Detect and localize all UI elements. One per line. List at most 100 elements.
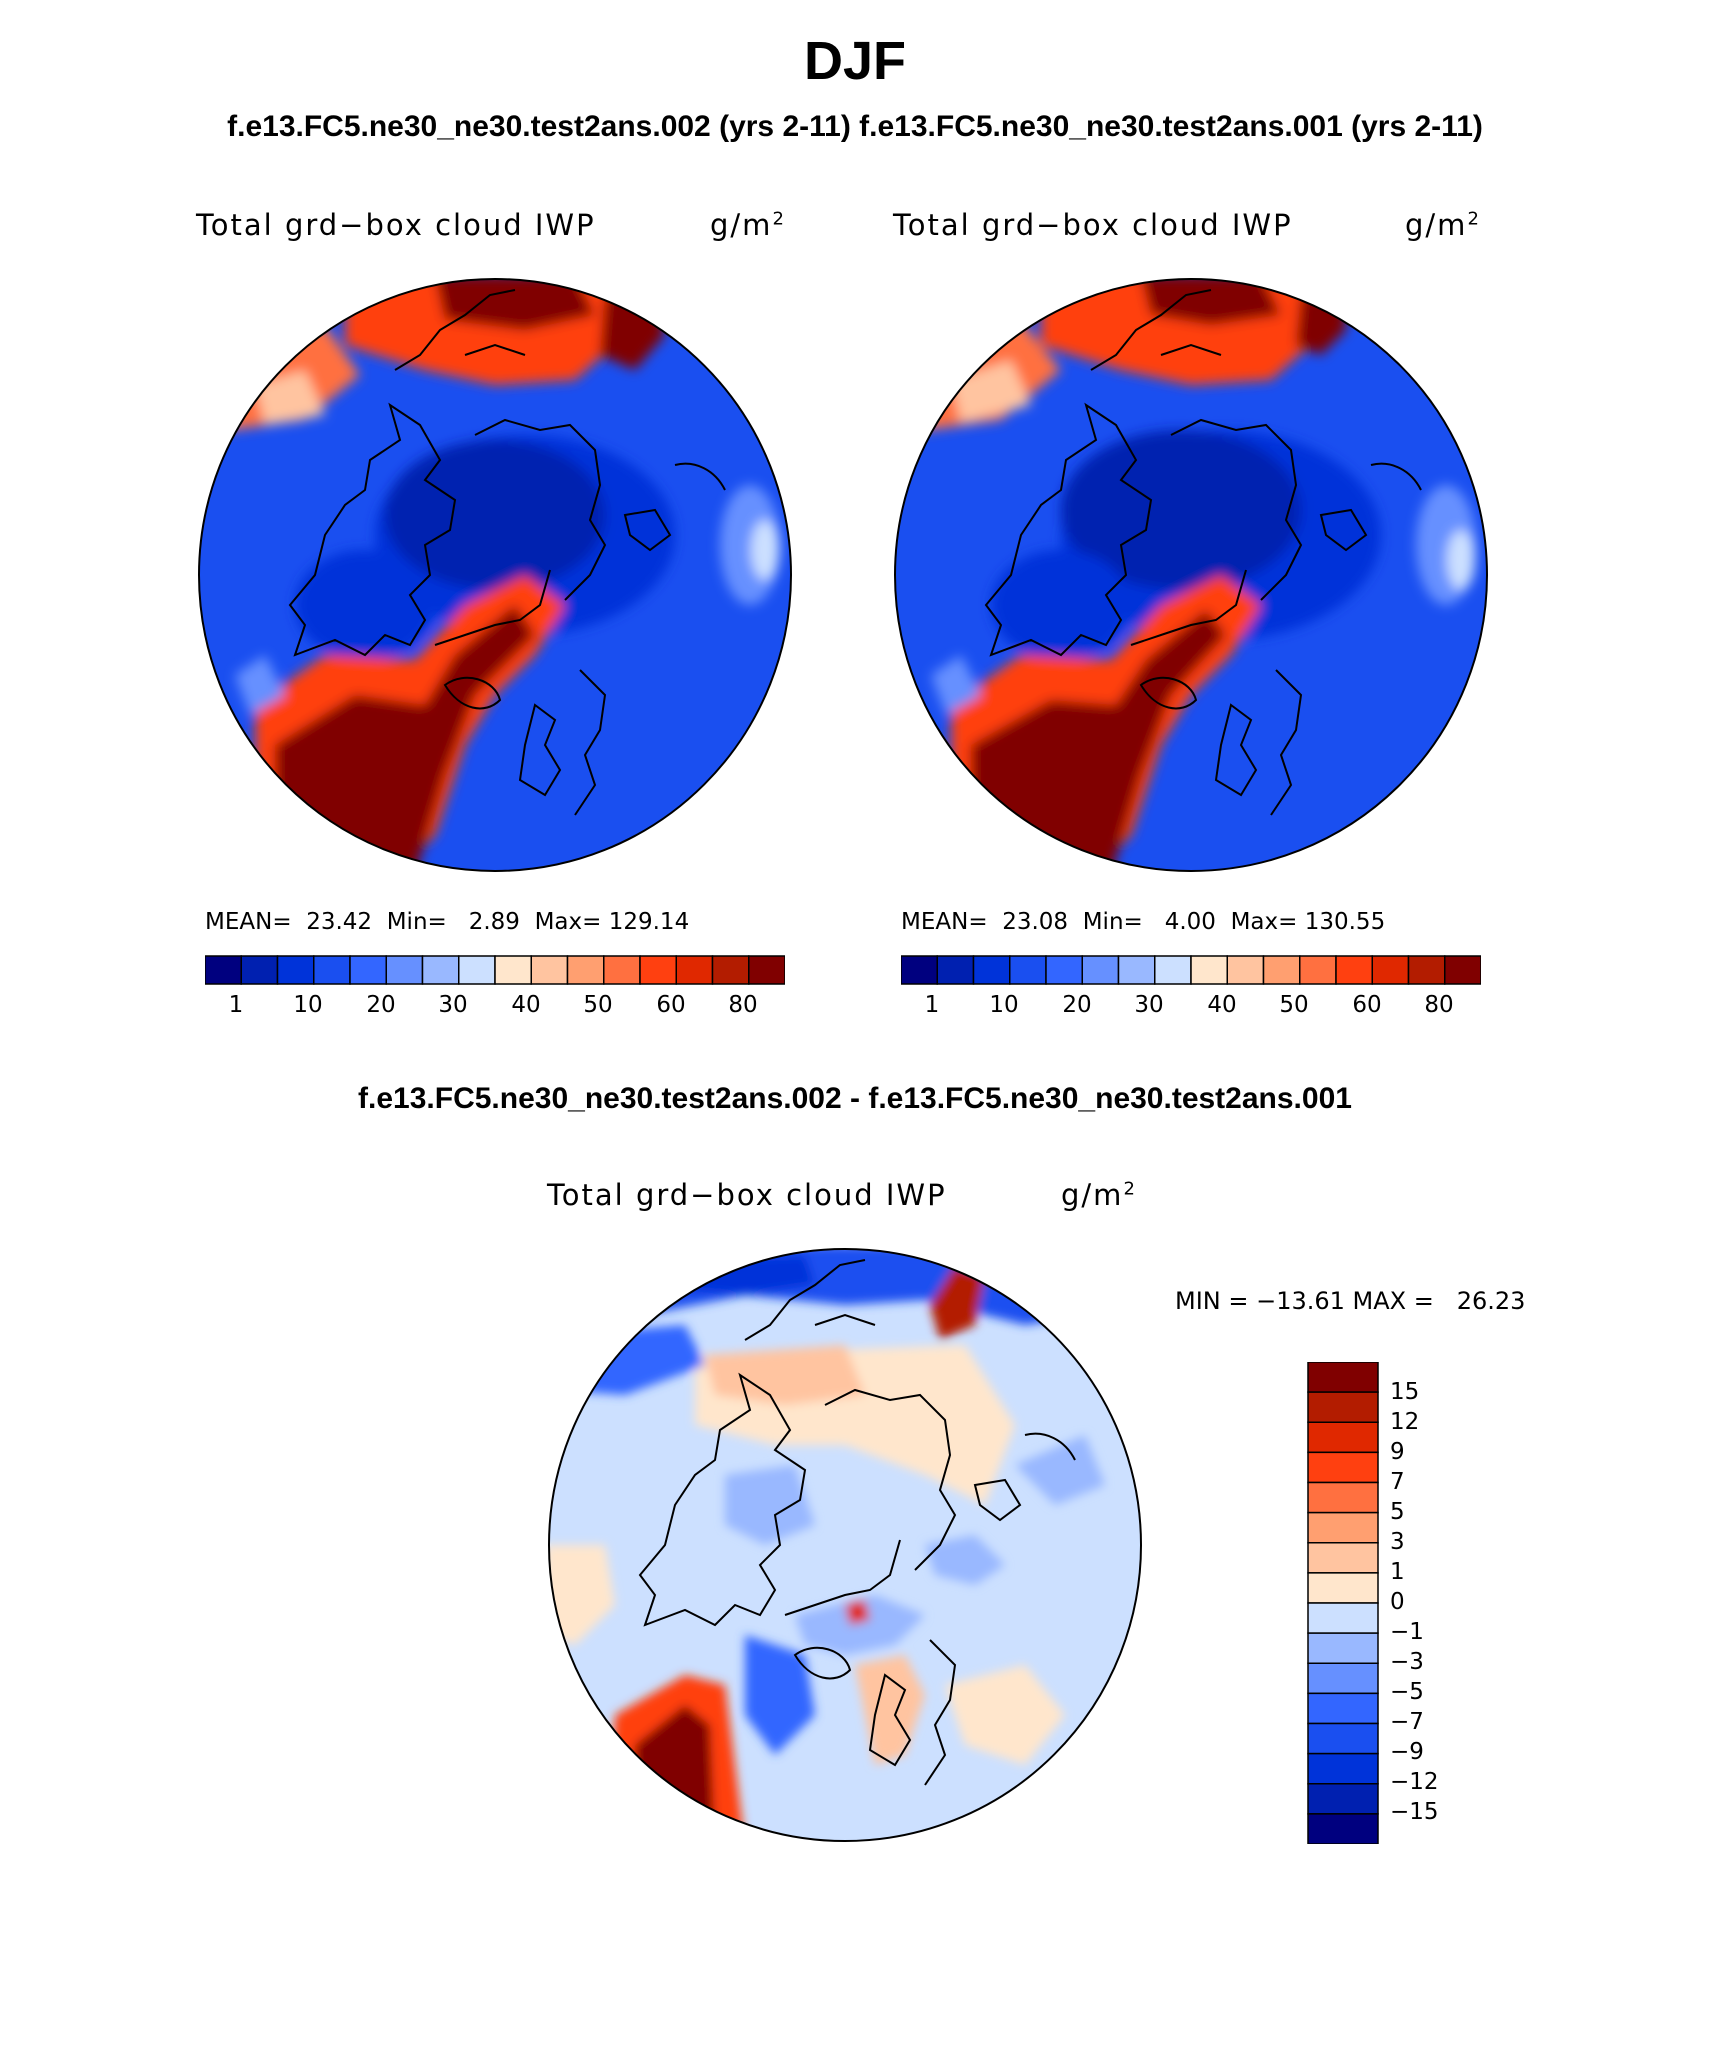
panel3-map-border [548, 1248, 1142, 1842]
panel2-colorbar-ticks: 1 10 20 30 40 50 60 80 [901, 992, 1481, 1022]
panel3-tick: −3 [1390, 1649, 1424, 1675]
panel2-colorbar-box [1226, 955, 1265, 985]
panel1-colorbar-box [494, 955, 532, 985]
panel1-atlantic-max [275, 605, 535, 871]
panel3-tick: 12 [1390, 1409, 1420, 1435]
panel3-colorbar-box [1307, 1632, 1379, 1665]
panel2-colorbar-box [1262, 955, 1301, 985]
panel3-japan-max [930, 1265, 985, 1340]
panel2-tick: 1 [924, 992, 940, 1018]
panel3-positive-asia [945, 1665, 1065, 1765]
panel3-colorbar-box [1307, 1391, 1379, 1424]
panel3-tick: −9 [1390, 1739, 1424, 1765]
panel3-colorbar-box [1307, 1542, 1379, 1574]
panel1-colorbar-box [530, 955, 569, 985]
panel1-colorbar-box [385, 955, 424, 985]
panel2-tick: 80 [1424, 992, 1454, 1018]
panel2-colorbar-box [1299, 955, 1337, 985]
panel3-tick: 0 [1390, 1589, 1405, 1615]
panel3-tick: 5 [1390, 1499, 1405, 1525]
panel2-colorbar-box [901, 955, 938, 985]
panel3-colorbar-box [1307, 1451, 1379, 1484]
panel2-colorbar-box [1009, 955, 1047, 985]
panel2-tick: 50 [1279, 992, 1309, 1018]
panel3-colorbar-box [1307, 1783, 1379, 1815]
panel1-atlantic-edge [235, 655, 285, 715]
panel2-canada-low [991, 550, 1131, 660]
panel1-colorbar-ticks: 1 10 20 30 40 50 60 80 [205, 992, 785, 1022]
panel3-colorbar-box [1307, 1722, 1379, 1755]
panel1-colorbar-box [205, 955, 242, 985]
panel1-map [198, 278, 792, 872]
panel2-colorbar-box [1190, 955, 1228, 985]
panel1-tick: 80 [728, 992, 758, 1018]
panel1-colorbar-box [748, 955, 785, 985]
panel2-tick: 40 [1207, 992, 1237, 1018]
panel2-colorbar-box [1407, 955, 1446, 985]
panel1-colorbar-box [313, 955, 351, 985]
panel1-units: g/m2 [710, 208, 786, 242]
panel3-colorbar-box [1307, 1602, 1379, 1634]
panel1-colorbar-box [276, 955, 315, 985]
panel3-tick: 1 [1390, 1559, 1405, 1585]
panel2-colorbar-box [1154, 955, 1192, 985]
case-right-label: f.e13.FC5.ne30_ne30.test2ans.001 (yrs 2-… [859, 110, 1483, 143]
panel1-colorbar-box [349, 955, 387, 985]
panel2-stats: MEAN= 23.08 Min= 4.00 Max= 130.55 [901, 909, 1386, 935]
panel2-units: g/m2 [1405, 208, 1481, 242]
panel1-pacific-west-edge [255, 370, 325, 425]
panel1-tick: 30 [438, 992, 468, 1018]
comparison-subtitle: f.e13.FC5.ne30_ne30.test2ans.002 (yrs 2-… [0, 110, 1710, 144]
panel2-siberia-peak [1447, 530, 1475, 590]
panel3-minmax: MIN = −13.61 MAX = 26.23 [1175, 1287, 1526, 1315]
panel3-colorbar-box [1307, 1511, 1379, 1544]
page-title: DJF [803, 31, 906, 91]
panel1-colorbar-box [675, 955, 714, 985]
panel1-tick: 20 [366, 992, 396, 1018]
panel1-tick: 40 [511, 992, 541, 1018]
panel1-colorbar-box [711, 955, 750, 985]
panel1-colorbar-box [240, 955, 279, 985]
panel1-canada-low [295, 550, 435, 660]
panel3-coastlines [638, 1259, 1076, 1786]
panel3-colorbar-ticks: 15 12 9 7 5 3 1 0 −1 −3 −5 −7 −9 −12 −15 [1390, 1362, 1510, 1844]
panel1-colorbar [205, 955, 785, 985]
panel2-colorbar-box [936, 955, 975, 985]
panel3-colorbar-box [1307, 1813, 1379, 1844]
panel1-siberia-peak [751, 520, 779, 580]
panel3-positive-east-pacific [549, 1545, 615, 1645]
panel3-tick: −15 [1390, 1799, 1439, 1825]
panel2-colorbar-box [1444, 955, 1481, 985]
panel3-negative-canada [725, 1465, 815, 1545]
panel2-tick: 60 [1352, 992, 1382, 1018]
panel3-negative-east [1015, 1435, 1105, 1505]
panel3-tick: −7 [1390, 1709, 1424, 1735]
panel3-colorbar-box [1307, 1572, 1379, 1604]
panel2-map [894, 278, 1488, 872]
panel3-units: g/m2 [1061, 1178, 1137, 1212]
panel3-colorbar-box [1307, 1362, 1379, 1393]
panel2-colorbar-box [972, 955, 1011, 985]
panel3-tick: −5 [1390, 1679, 1424, 1705]
panel1-map-border [198, 278, 792, 872]
panel1-tick: 10 [293, 992, 323, 1018]
panel1-pacific-max [435, 279, 595, 330]
panel3-tick: 7 [1390, 1469, 1405, 1495]
panel1-stats: MEAN= 23.42 Min= 2.89 Max= 129.14 [205, 909, 690, 935]
panel2-tick: 20 [1062, 992, 1092, 1018]
panel1-tick: 1 [228, 992, 244, 1018]
panel3-tick: −1 [1390, 1619, 1424, 1645]
panel3-map [548, 1248, 1142, 1842]
panel2-atlantic-edge [931, 655, 981, 715]
panel1-tick: 60 [656, 992, 686, 1018]
panel3-tick: 15 [1390, 1379, 1420, 1405]
panel1-colorbar-box [603, 955, 641, 985]
panel3-negative-siberia [925, 1535, 1005, 1585]
panel2-colorbar-box [1117, 955, 1156, 985]
panel2-atlantic-max [971, 610, 1226, 871]
panel3-colorbar-box [1307, 1752, 1379, 1785]
panel1-colorbar-box [566, 955, 605, 985]
panel1-tick: 50 [583, 992, 613, 1018]
panel2-colorbar-box [1081, 955, 1120, 985]
panel1-arctic-min [385, 440, 605, 590]
